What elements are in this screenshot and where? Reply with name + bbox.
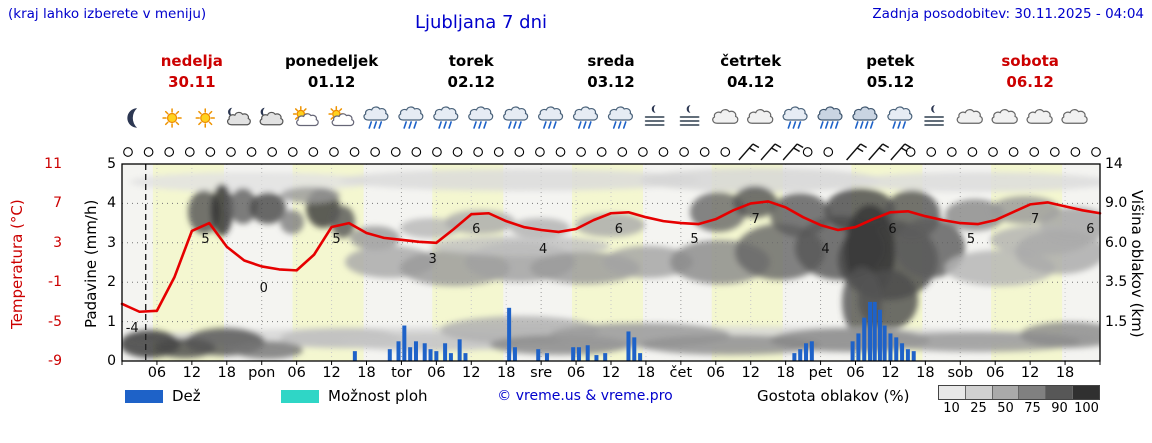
cloud-icon xyxy=(747,109,774,124)
temperature-line xyxy=(120,200,1102,314)
sun-icon xyxy=(195,108,215,128)
sun-cloud-icon xyxy=(328,106,355,127)
density-seg-0 xyxy=(939,386,966,399)
weather-icons-row xyxy=(127,105,1088,129)
rain-icon xyxy=(398,106,424,129)
fog-moon-icon xyxy=(924,105,944,126)
copyright-link[interactable]: © vreme.us & vreme.pro xyxy=(497,388,673,404)
rain-icon xyxy=(433,106,459,129)
sun-icon xyxy=(162,108,182,128)
cloud-density-scale xyxy=(938,385,1100,400)
cloud-density-legend-label: Gostota oblakov (%) xyxy=(757,387,910,405)
heavy-rain-icon xyxy=(817,106,843,129)
moon-icon xyxy=(127,108,138,128)
cloud-icon xyxy=(956,109,983,124)
cloud-icon xyxy=(1061,109,1088,124)
cloud-moon-icon xyxy=(227,107,251,126)
rain-icon xyxy=(503,106,529,129)
temperature-axis-label: Temperatura (°C) xyxy=(8,199,26,329)
precip-axis-label: Padavine (mm/h) xyxy=(82,199,100,329)
rain-legend-swatch xyxy=(125,390,163,403)
fog-moon-icon xyxy=(644,105,665,126)
rain-icon xyxy=(538,106,564,129)
rain-icon xyxy=(782,106,808,129)
density-seg-1 xyxy=(965,386,993,399)
rain-icon xyxy=(607,106,633,129)
fog-moon-icon xyxy=(679,105,700,126)
rain-legend-label: Dež xyxy=(172,387,201,405)
cloud-moon-icon xyxy=(259,107,284,126)
density-seg-4 xyxy=(1046,386,1074,399)
sun-cloud-icon xyxy=(292,106,319,127)
location-hint: (kraj lahko izberete v meniju) xyxy=(8,6,207,22)
density-seg-5 xyxy=(1073,386,1099,399)
rain-icon xyxy=(363,106,389,129)
cloud-icon xyxy=(712,109,739,124)
showers-legend-swatch xyxy=(281,390,319,403)
axis-tick-marks xyxy=(121,361,1101,365)
rain-icon xyxy=(887,106,913,129)
cloud-icon xyxy=(1026,109,1053,124)
heavy-rain-icon xyxy=(852,106,878,129)
density-seg-3 xyxy=(1019,386,1047,399)
rain-icon xyxy=(572,106,599,129)
rain-icon xyxy=(468,106,494,129)
wind-barbs xyxy=(738,143,912,161)
cloud-height-axis-label: Višina oblakov (km) xyxy=(1128,190,1146,338)
last-updated: Zadnja posodobitev: 30.11.2025 - 04:04 xyxy=(872,6,1144,22)
density-seg-2 xyxy=(992,386,1020,399)
cloud-cover-row xyxy=(123,147,1101,157)
cloud-icon xyxy=(991,109,1018,124)
rain-bars xyxy=(352,301,916,361)
showers-legend-label: Možnost ploh xyxy=(328,387,428,405)
page-title: Ljubljana 7 dni xyxy=(414,12,548,33)
